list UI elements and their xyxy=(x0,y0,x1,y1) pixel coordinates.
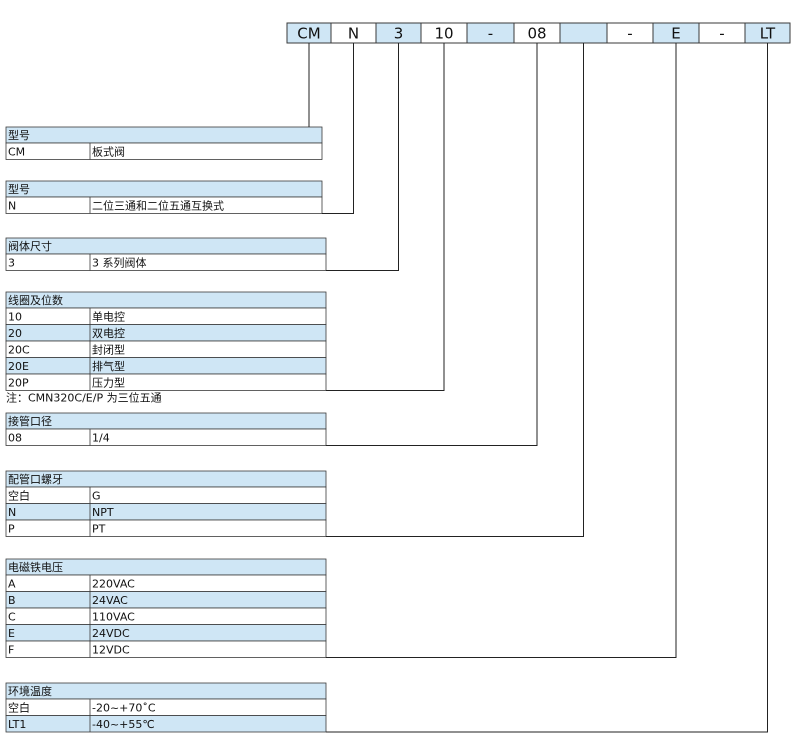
code-segment: CM xyxy=(297,25,320,43)
connector xyxy=(326,43,584,537)
table-header xyxy=(5,682,327,700)
table-row xyxy=(5,253,327,271)
table-title: 型号 xyxy=(8,182,30,196)
option-code: E xyxy=(8,627,15,640)
option-desc: -40~+55℃ xyxy=(92,718,155,731)
option-code: N xyxy=(8,199,16,212)
option-code: 20P xyxy=(8,376,29,389)
table-row xyxy=(5,574,327,592)
table-row xyxy=(5,503,327,521)
table-title: 线圈及位数 xyxy=(8,293,63,307)
code-segment: E xyxy=(671,25,680,43)
table-row xyxy=(5,307,327,325)
table-title: 电磁铁电压 xyxy=(8,561,63,574)
option-code: 20E xyxy=(8,360,29,373)
connector xyxy=(326,43,445,391)
option-desc: PT xyxy=(92,522,106,535)
option-desc: 单电控 xyxy=(92,309,125,323)
option-code: A xyxy=(8,577,16,590)
option-desc: 双电控 xyxy=(92,326,125,340)
option-desc: 1/4 xyxy=(92,431,110,444)
table-title: 环境温度 xyxy=(8,684,52,698)
option-code: P xyxy=(8,522,15,535)
option-code: 空白 xyxy=(8,700,30,714)
table-header xyxy=(5,412,327,430)
table-row xyxy=(5,357,327,375)
table-row xyxy=(5,142,323,160)
table-row xyxy=(5,715,327,733)
option-desc: 排气型 xyxy=(92,359,125,373)
option-code: C xyxy=(8,610,16,623)
option-code: 3 xyxy=(8,256,15,269)
code-segment: - xyxy=(488,25,493,43)
option-desc: -20~+70˚C xyxy=(92,701,156,714)
table-header xyxy=(5,180,323,198)
option-code: 10 xyxy=(8,310,22,323)
table-row xyxy=(5,340,327,358)
code-segment: - xyxy=(627,25,632,43)
code-segment: LT xyxy=(760,25,776,43)
code-segment: - xyxy=(719,25,724,43)
table-row xyxy=(5,428,327,446)
option-desc: 板式阀 xyxy=(92,144,125,158)
table-header xyxy=(5,126,323,144)
option-desc: 24VAC xyxy=(92,594,128,607)
option-desc: 封闭型 xyxy=(92,342,125,356)
table-row xyxy=(5,640,327,658)
option-desc: 压力型 xyxy=(92,375,125,389)
option-desc: G xyxy=(92,489,101,502)
option-desc: NPT xyxy=(92,506,114,519)
connector xyxy=(326,43,399,271)
option-desc: 110VAC xyxy=(92,610,135,623)
table-header xyxy=(5,237,327,255)
table-title: 配管口螺牙 xyxy=(8,472,63,486)
code-segment: 3 xyxy=(394,25,404,43)
option-desc: 12VDC xyxy=(92,643,130,656)
table-row xyxy=(5,698,327,716)
table-title: 接管口径 xyxy=(8,414,52,428)
code-box xyxy=(559,22,608,44)
table-title: 型号 xyxy=(8,128,30,142)
connector xyxy=(326,43,538,446)
connector xyxy=(326,43,677,658)
table-row xyxy=(5,624,327,642)
option-code: CM xyxy=(8,145,25,158)
table-row xyxy=(5,591,327,609)
table-note: 注：CMN320C/E/P 为三位五通 xyxy=(6,391,162,405)
option-desc: 24VDC xyxy=(92,627,130,640)
code-segment: 10 xyxy=(434,25,453,43)
option-code: 20 xyxy=(8,327,22,340)
table-row xyxy=(5,196,323,214)
option-code: 08 xyxy=(8,431,22,444)
option-code: LT1 xyxy=(8,718,26,731)
option-desc: 3 系列阀体 xyxy=(92,255,147,269)
code-segment: 08 xyxy=(527,25,546,43)
connector xyxy=(326,43,768,733)
connector xyxy=(322,43,354,214)
option-code: F xyxy=(8,643,14,656)
table-title: 阀体尺寸 xyxy=(8,239,52,253)
option-code: N xyxy=(8,506,16,519)
table-row xyxy=(5,607,327,625)
table-row xyxy=(5,324,327,342)
code-segment: N xyxy=(348,25,359,43)
table-row xyxy=(5,486,327,504)
option-desc: 二位三通和二位五通互换式 xyxy=(92,198,224,212)
table-row xyxy=(5,519,327,537)
option-code: 空白 xyxy=(8,488,30,502)
table-row xyxy=(5,373,327,391)
option-code: 20C xyxy=(8,343,30,356)
option-code: B xyxy=(8,594,16,607)
option-desc: 220VAC xyxy=(92,577,135,590)
